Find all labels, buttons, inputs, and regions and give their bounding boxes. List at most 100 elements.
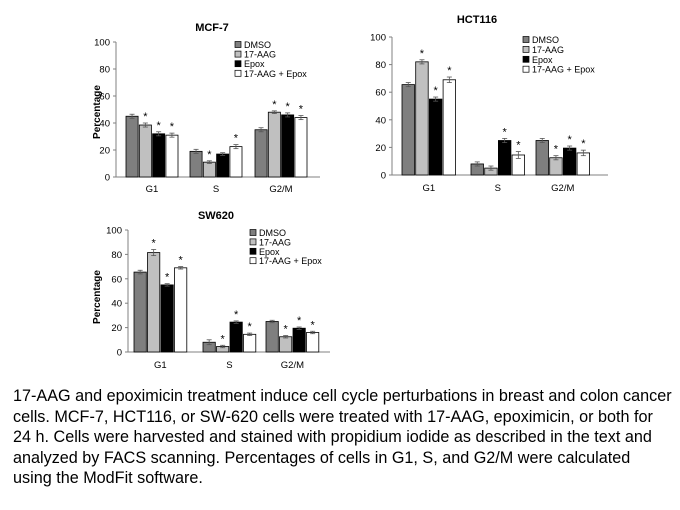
chart-2-bar [401, 84, 415, 176]
chart-1-legend-label: DMSO [244, 40, 271, 50]
chart-1-y-tick-label: 40 [99, 119, 110, 130]
chart-2-x-tick-label: G1 [422, 183, 435, 194]
chart-1-bar [294, 117, 308, 178]
chart-3-significance-mark: * [165, 272, 170, 284]
chart-3-significance-mark: * [311, 319, 316, 331]
chart-1-y-tick-label: 80 [99, 65, 110, 76]
chart-3-y-tick-label: 60 [111, 274, 122, 285]
chart-2-significance-mark: * [516, 140, 521, 152]
chart-2-bar [442, 79, 457, 176]
chart-1-significance-mark: * [299, 104, 304, 116]
chart-2-legend-label: Epox [532, 55, 553, 65]
chart-3-legend-swatch [249, 238, 257, 246]
chart-2-bar [497, 140, 512, 176]
chart-3-bar [229, 321, 243, 353]
chart-1-y-tick-label: 20 [99, 146, 110, 157]
chart-2-significance-mark: * [581, 138, 586, 150]
chart-2-bar [535, 140, 549, 176]
chart-1-significance-mark: * [207, 149, 212, 161]
chart-3-legend-label: 17-AAG + Epox [259, 256, 322, 266]
chart-2-legend-swatch [522, 46, 530, 53]
chart-3-significance-mark: * [248, 321, 253, 333]
chart-2-title: HCT116 [457, 14, 497, 26]
chart-3-legend-label: Epox [259, 247, 280, 257]
chart-3-bar [147, 252, 161, 353]
chart-1-title: MCF-7 [195, 22, 229, 34]
chart-3-significance-mark: * [152, 238, 157, 250]
chart-2-x-tick-label: S [495, 183, 501, 194]
chart-3-y-tick-label: 80 [111, 250, 122, 261]
chart-2-y-tick-label: 20 [375, 143, 386, 154]
chart-3-title: SW620 [198, 210, 234, 222]
chart-2-significance-mark: * [554, 144, 559, 156]
chart-3-x-tick-label: S [226, 360, 232, 371]
chart-3-legend-swatch [249, 247, 257, 255]
chart-1-significance-mark: * [272, 99, 277, 111]
chart-3-y-tick-label: 20 [111, 323, 122, 334]
chart-1-legend-swatch [234, 69, 242, 77]
chart-1-y-tick-label: 100 [94, 38, 110, 49]
chart-1-y-tick-label: 60 [99, 92, 110, 103]
chart-3-bar [306, 332, 320, 353]
chart-2-y-tick-label: 0 [381, 171, 386, 182]
chart-3-x-tick-label: G2/M [281, 360, 304, 371]
chart-1-bar [202, 161, 216, 178]
chart-3-bar [133, 271, 147, 353]
chart-2-legend-swatch [522, 65, 530, 73]
chart-1-legend-swatch [234, 60, 242, 68]
chart-1-bar [281, 114, 295, 178]
chart-2-y-tick-label: 40 [375, 115, 386, 126]
chart-2-bar [415, 61, 429, 176]
chart-1-y-axis-label: Percentage [92, 85, 103, 139]
chart-1-x-tick-label: S [213, 184, 219, 195]
chart-1-significance-mark: * [170, 121, 175, 133]
chart-2-legend-swatch [522, 36, 530, 43]
chart-3-significance-mark: * [221, 333, 226, 345]
chart-2-y-tick-label: 80 [375, 60, 386, 71]
chart-2-bar [576, 152, 590, 176]
chart-2-legend-label: 17-AAG [532, 45, 564, 55]
chart-3-bar [243, 333, 257, 353]
chart-2-legend-label: 17-AAG + Epox [532, 65, 595, 75]
chart-1-bar [267, 111, 281, 178]
chart-1-bar [138, 124, 152, 178]
chart-3-y-tick-label: 0 [117, 348, 122, 359]
chart-2-legend-swatch [522, 55, 530, 63]
chart-3-significance-mark: * [234, 309, 239, 321]
chart-3-x-tick-label: G1 [154, 360, 167, 371]
chart-1-legend-swatch [234, 41, 242, 48]
chart-1-x-tick-label: G1 [146, 184, 159, 195]
chart-1-bar [152, 133, 166, 178]
chart-1-legend-label: Epox [244, 59, 265, 69]
chart-1-bar [125, 115, 139, 178]
chart-2-significance-mark: * [447, 65, 452, 77]
chart-2-bar [549, 157, 563, 176]
chart-1-legend-label: 17-AAG [244, 50, 276, 60]
chart-2-bar [563, 147, 577, 176]
chart-3-significance-mark: * [284, 324, 289, 336]
figure-panels: MCF-7 0 20 40 60 80 100 Percentage * * * G1 * * S * * * G2… [92, 14, 608, 371]
chart-3-legend-swatch [249, 257, 257, 265]
chart-3-bar [160, 284, 174, 353]
chart-3-significance-mark: * [179, 255, 184, 267]
chart-3-bar [279, 336, 293, 353]
chart-1-significance-mark: * [234, 133, 239, 145]
chart-1-bar [189, 150, 203, 178]
chart-3-legend-label: DMSO [259, 228, 286, 238]
chart-2-y-tick-label: 60 [375, 88, 386, 99]
chart-2-y-tick-label: 100 [370, 33, 386, 44]
chart-1-bar [216, 153, 230, 178]
chart-1-y-tick-label: 0 [105, 173, 110, 184]
chart-1-significance-mark: * [286, 101, 291, 113]
chart-2-significance-mark: * [503, 126, 508, 138]
figure-caption: 17-AAG and epoximicin treatment induce c… [13, 387, 672, 487]
chart-1-significance-mark: * [143, 111, 148, 123]
chart-3-y-tick-label: 100 [106, 226, 122, 237]
chart-1-bar [254, 129, 268, 178]
chart-1-significance-mark: * [157, 120, 162, 132]
chart-2-significance-mark: * [434, 85, 439, 97]
chart-2-significance-mark: * [420, 48, 425, 60]
chart-2-significance-mark: * [568, 134, 573, 146]
chart-3-significance-mark: * [297, 315, 302, 327]
chart-3-bar [292, 327, 306, 353]
